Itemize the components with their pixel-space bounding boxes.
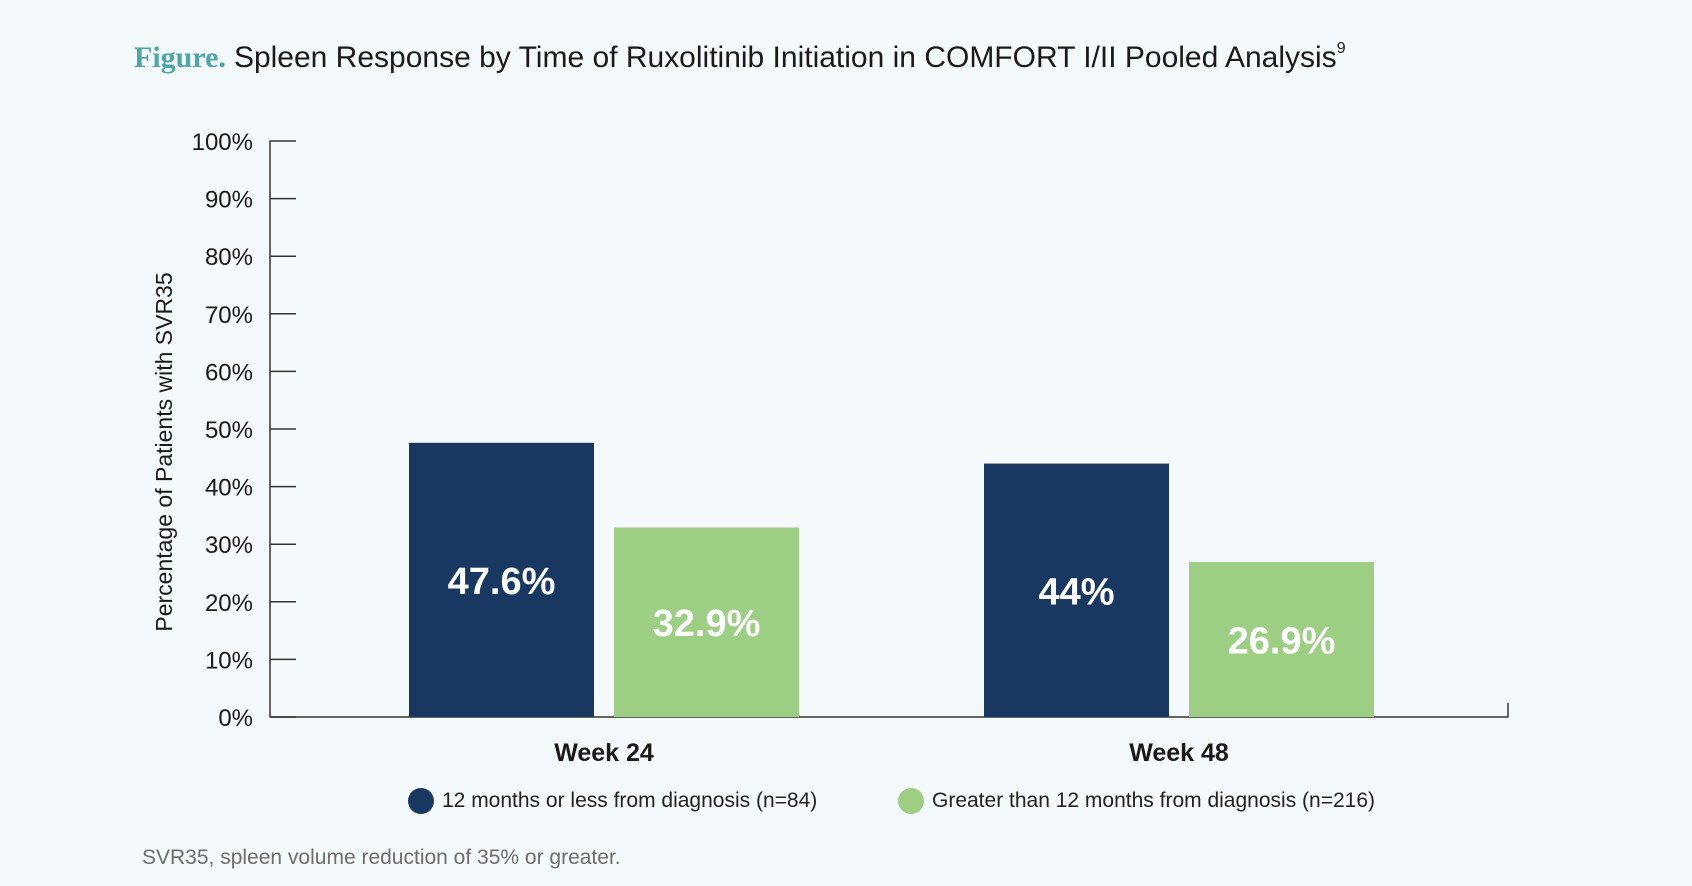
y-tick-label: 0% bbox=[218, 705, 253, 732]
legend-swatch-series-1 bbox=[408, 788, 434, 814]
y-tick-label: 100% bbox=[192, 129, 253, 156]
legend-label-series-1: 12 months or less from diagnosis (n=84) bbox=[442, 789, 818, 812]
bar-data-labels: 47.6% 32.9% 44% 26.9% bbox=[448, 561, 1336, 663]
bar bbox=[614, 527, 799, 717]
x-tick-label: Week 24 bbox=[554, 739, 654, 767]
chart-legend: 12 months or less from diagnosis (n=84) … bbox=[0, 788, 1692, 824]
y-tick-label: 50% bbox=[205, 417, 253, 444]
y-tick-label: 20% bbox=[205, 590, 253, 617]
y-tick-label: 90% bbox=[205, 187, 253, 214]
bar-value-label: 47.6% bbox=[448, 561, 556, 603]
y-axis-ticks: 0% 10% 20% 30% 40% 50% 60% 70% 80% 90% 100% bbox=[192, 129, 296, 732]
legend-swatch-series-2 bbox=[898, 788, 924, 814]
bar-value-label: 44% bbox=[1038, 571, 1114, 613]
y-tick-label: 80% bbox=[205, 244, 253, 271]
legend-item-series-1: 12 months or less from diagnosis (n=84) bbox=[408, 788, 817, 814]
legend-label-series-2: Greater than 12 months from diagnosis (n… bbox=[932, 789, 1375, 812]
y-axis-label: Percentage of Patients with SVR35 bbox=[151, 272, 177, 631]
bar-chart: 0% 10% 20% 30% 40% 50% 60% 70% 80% 90% 100% 47.6% 3… bbox=[151, 129, 1509, 767]
figure-title: Figure. Spleen Response by Time of Ruxoli… bbox=[134, 40, 1346, 75]
x-axis-labels: Week 24 Week 48 bbox=[554, 739, 1229, 767]
y-tick-label: 70% bbox=[205, 302, 253, 329]
bar-value-label: 32.9% bbox=[653, 603, 761, 645]
legend-item-series-2: Greater than 12 months from diagnosis (n… bbox=[898, 788, 1375, 814]
figure-title-superscript: 9 bbox=[1336, 40, 1346, 57]
y-tick-label: 30% bbox=[205, 532, 253, 559]
figure-label: Figure. bbox=[134, 41, 226, 74]
y-tick-label: 10% bbox=[205, 647, 253, 674]
y-tick-label: 40% bbox=[205, 475, 253, 502]
y-tick-label: 60% bbox=[205, 359, 253, 386]
figure-title-text: Spleen Response by Time of Ruxolitinib I… bbox=[233, 41, 1337, 74]
chart-bars bbox=[409, 442, 1374, 717]
bar-value-label: 26.9% bbox=[1228, 621, 1336, 663]
footnote: SVR35, spleen volume reduction of 35% or… bbox=[142, 846, 621, 869]
bar bbox=[984, 463, 1169, 717]
bar bbox=[409, 442, 594, 717]
x-tick-label: Week 48 bbox=[1129, 739, 1229, 767]
bar bbox=[1189, 562, 1374, 717]
